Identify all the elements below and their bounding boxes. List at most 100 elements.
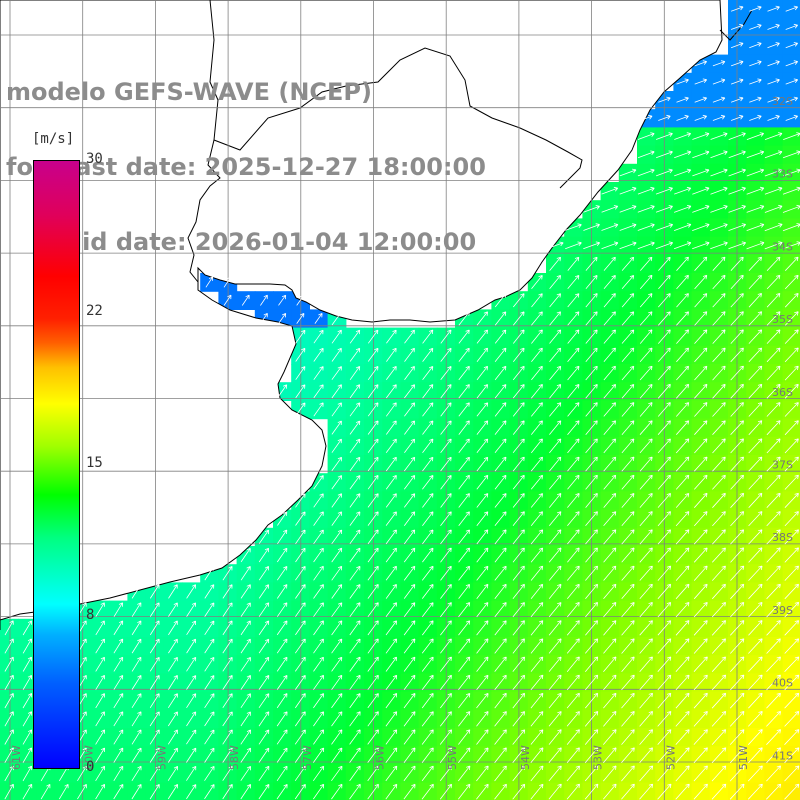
- wind-cell: [455, 345, 474, 365]
- wind-arrow: [621, 402, 635, 417]
- wind-cell: [546, 364, 565, 383]
- wind-arrow: [730, 402, 744, 417]
- wind-cell: [455, 582, 474, 602]
- wind-arrow: [131, 729, 142, 745]
- wind-cell: [455, 473, 474, 492]
- wind-arrow: [658, 293, 671, 308]
- wind-arrow: [167, 765, 178, 781]
- wind-arrow: [674, 186, 692, 195]
- wind-arrow: [439, 747, 452, 763]
- wind-arrow: [476, 620, 489, 636]
- wind-arrow: [258, 729, 270, 745]
- wind-arrow: [404, 384, 415, 399]
- wind-arrow: [766, 783, 782, 800]
- wind-arrow: [113, 711, 124, 727]
- colorbar-tick-30: 30: [86, 151, 103, 167]
- wind-arrow: [512, 602, 525, 618]
- wind-cell: [327, 509, 347, 529]
- wind-arrow: [639, 747, 653, 764]
- wind-cell: [546, 728, 565, 747]
- wind-arrow: [403, 456, 416, 472]
- wind-arrow: [712, 329, 726, 344]
- wind-cell: [709, 327, 729, 347]
- wind-cell: [527, 436, 547, 456]
- wind-cell: [473, 618, 492, 638]
- wind-arrow: [657, 402, 671, 417]
- wind-arrow: [676, 114, 689, 121]
- wind-arrow: [95, 638, 105, 654]
- wind-arrow: [603, 711, 617, 727]
- wind-arrow: [764, 204, 783, 213]
- wind-arrow: [784, 420, 799, 436]
- wind-cell: [182, 600, 201, 620]
- wind-arrow: [655, 223, 674, 231]
- wind-arrow: [655, 205, 673, 213]
- wind-arrow: [694, 383, 708, 399]
- wind-arrow: [421, 783, 434, 800]
- wind-arrow: [276, 784, 288, 800]
- wind-cell: [418, 709, 438, 729]
- wind-cell: [491, 618, 511, 638]
- wind-cell: [91, 691, 110, 711]
- wind-arrow: [439, 711, 452, 727]
- wind-arrow: [637, 205, 655, 213]
- wind-arrow: [583, 223, 600, 231]
- wind-arrow: [476, 384, 488, 399]
- wind-arrow: [693, 638, 708, 654]
- wind-arrow: [585, 256, 598, 271]
- colorbar-tick-15: 15: [86, 455, 103, 471]
- wind-arrow: [277, 529, 288, 545]
- wind-cell: [163, 582, 183, 602]
- wind-cell: [473, 709, 492, 729]
- wind-arrow: [476, 783, 489, 800]
- wind-cell: [618, 273, 638, 292]
- wind-arrow: [385, 674, 398, 690]
- wind-cell: [637, 273, 656, 292]
- wind-cell: [309, 364, 329, 383]
- wind-arrow: [403, 783, 416, 800]
- wind-arrow: [657, 747, 672, 764]
- wind-arrow: [149, 784, 160, 800]
- wind-cell: [0, 618, 19, 638]
- wind-cell: [564, 364, 583, 383]
- wind-arrow: [458, 420, 470, 435]
- wind-arrow: [603, 256, 616, 271]
- wind-cell: [236, 709, 256, 729]
- wind-arrow: [639, 438, 653, 454]
- wind-arrow: [694, 365, 708, 381]
- wind-arrow: [422, 511, 434, 526]
- wind-cell: [491, 655, 511, 674]
- wind-arrow: [439, 656, 452, 672]
- wind-arrow: [601, 223, 619, 231]
- wind-cell: [382, 691, 401, 711]
- wind-cell: [455, 327, 474, 347]
- wind-arrow: [730, 347, 744, 363]
- wind-arrow: [566, 729, 580, 745]
- wind-arrow: [312, 747, 325, 763]
- wind-cell: [600, 273, 620, 292]
- wind-arrow: [276, 547, 288, 563]
- wind-arrow: [494, 384, 507, 399]
- wind-cell: [564, 655, 583, 674]
- wind-arrow: [331, 547, 343, 563]
- wind-cell: [600, 400, 620, 420]
- wind-arrow: [167, 729, 178, 745]
- wind-arrow: [421, 602, 434, 618]
- wind-arrow: [657, 529, 671, 545]
- wind-arrow: [349, 638, 361, 654]
- wind-arrow: [583, 205, 600, 213]
- wind-cell: [109, 691, 128, 711]
- wind-arrow: [530, 402, 543, 417]
- wind-arrow: [548, 783, 562, 800]
- wind-arrow: [748, 438, 763, 454]
- wind-cell: [18, 618, 37, 638]
- lon-label-53w: 53W: [592, 745, 605, 770]
- wind-arrow: [204, 675, 215, 690]
- wind-cell: [382, 327, 401, 347]
- wind-arrow: [295, 402, 306, 417]
- wind-arrow: [694, 492, 708, 508]
- wind-arrow: [566, 583, 580, 599]
- wind-arrow: [4, 783, 14, 800]
- wind-arrow: [422, 475, 434, 490]
- wind-arrow: [728, 223, 747, 231]
